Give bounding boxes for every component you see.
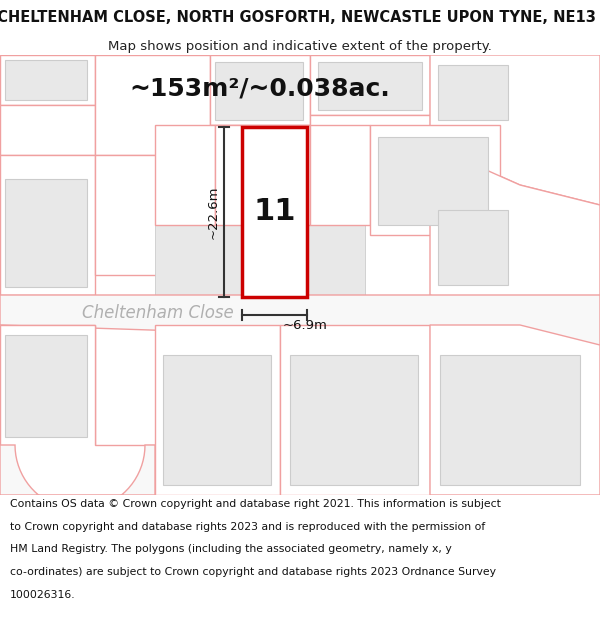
Text: 11: 11 — [253, 198, 296, 226]
Polygon shape — [310, 115, 430, 175]
Bar — [290, 355, 418, 485]
Polygon shape — [310, 125, 370, 225]
Text: HM Land Registry. The polygons (including the associated geometry, namely x, y: HM Land Registry. The polygons (includin… — [10, 544, 452, 554]
Bar — [5, 60, 87, 100]
Bar — [242, 127, 307, 297]
Bar — [155, 125, 365, 300]
Polygon shape — [430, 55, 600, 205]
Polygon shape — [95, 55, 210, 155]
Text: ~6.9m: ~6.9m — [283, 319, 328, 332]
Polygon shape — [280, 325, 430, 495]
Polygon shape — [215, 125, 310, 225]
Bar — [163, 355, 271, 485]
Text: ~153m²/~0.038ac.: ~153m²/~0.038ac. — [129, 77, 390, 101]
Bar — [215, 62, 303, 120]
Polygon shape — [0, 155, 95, 295]
Bar — [5, 335, 87, 437]
Bar — [440, 355, 580, 485]
Text: Cheltenham Close: Cheltenham Close — [82, 304, 234, 322]
Polygon shape — [95, 155, 210, 275]
Bar — [378, 137, 488, 225]
Polygon shape — [370, 125, 500, 235]
Polygon shape — [0, 55, 95, 105]
Bar — [318, 62, 422, 110]
Text: ~22.6m: ~22.6m — [207, 185, 220, 239]
Polygon shape — [155, 125, 215, 225]
Polygon shape — [155, 325, 280, 495]
Polygon shape — [0, 105, 95, 155]
Bar — [5, 179, 87, 287]
Bar — [438, 65, 508, 120]
Polygon shape — [0, 325, 155, 495]
Text: 100026316.: 100026316. — [10, 590, 76, 600]
Bar — [438, 210, 508, 285]
Text: co-ordinates) are subject to Crown copyright and database rights 2023 Ordnance S: co-ordinates) are subject to Crown copyr… — [10, 567, 496, 577]
Polygon shape — [210, 55, 310, 125]
Polygon shape — [430, 325, 600, 495]
Bar — [215, 129, 303, 173]
Polygon shape — [430, 145, 600, 345]
Polygon shape — [210, 125, 310, 175]
Text: Contains OS data © Crown copyright and database right 2021. This information is : Contains OS data © Crown copyright and d… — [10, 499, 501, 509]
Polygon shape — [0, 325, 95, 445]
Text: Map shows position and indicative extent of the property.: Map shows position and indicative extent… — [108, 39, 492, 52]
Polygon shape — [0, 445, 155, 510]
Text: to Crown copyright and database rights 2023 and is reproduced with the permissio: to Crown copyright and database rights 2… — [10, 522, 485, 532]
Polygon shape — [0, 295, 600, 345]
Text: 11, CHELTENHAM CLOSE, NORTH GOSFORTH, NEWCASTLE UPON TYNE, NE13 6QF: 11, CHELTENHAM CLOSE, NORTH GOSFORTH, NE… — [0, 10, 600, 25]
Polygon shape — [310, 55, 430, 115]
